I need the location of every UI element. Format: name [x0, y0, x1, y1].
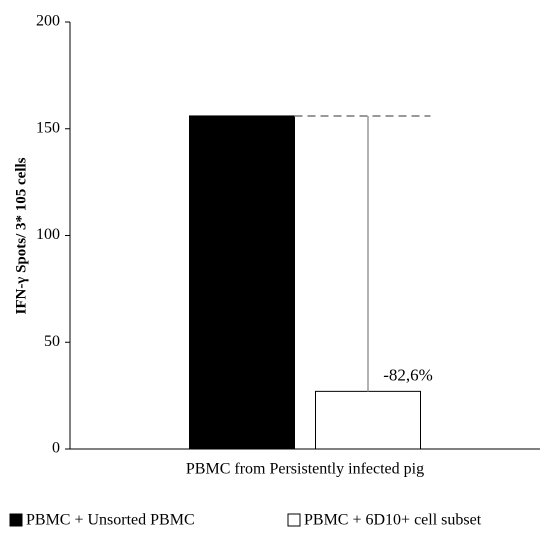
y-tick-label: 200	[36, 13, 60, 30]
legend-label: PBMC + 6D10+ cell subset	[304, 512, 482, 529]
y-tick-label: 50	[44, 333, 60, 350]
y-axis-label: IFN-γ Spots/ 3* 105 cells	[13, 157, 29, 314]
bar	[315, 390, 421, 450]
legend-swatch	[287, 513, 301, 527]
bar	[189, 115, 295, 450]
y-tick-label: 150	[36, 119, 60, 136]
y-tick-label: 0	[52, 440, 60, 457]
annotation: -82,6%	[383, 365, 433, 384]
legend-swatch	[9, 513, 23, 527]
y-tick-label: 100	[36, 226, 60, 243]
x-tick-label: PBMC from Persistently infected pig	[186, 461, 424, 478]
legend-label: PBMC + Unsorted PBMC	[26, 512, 195, 529]
